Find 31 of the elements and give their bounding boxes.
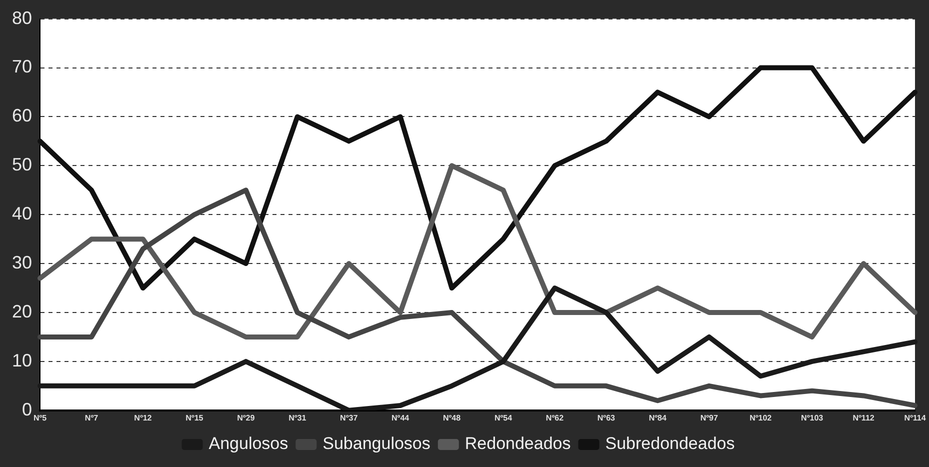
x-tick-label: Nº114 — [904, 413, 926, 422]
x-tick-label: Nº54 — [494, 413, 513, 422]
x-tick-label: Nº112 — [852, 413, 875, 422]
x-tick-label: Nº7 — [84, 413, 99, 422]
y-tick-label: 20 — [12, 301, 32, 322]
x-tick-label: Nº29 — [237, 413, 256, 422]
x-tick-label: Nº63 — [597, 413, 616, 422]
x-tick-label: Nº102 — [750, 413, 772, 422]
y-tick-label: 70 — [12, 56, 32, 77]
x-tick-label: Nº62 — [546, 413, 564, 422]
y-tick-label: 40 — [12, 204, 32, 224]
x-tick-label: Nº31 — [288, 413, 307, 422]
x-tick-label: Nº97 — [700, 413, 718, 422]
y-tick-label: 60 — [12, 106, 32, 126]
x-tick-label: Nº103 — [801, 413, 824, 422]
x-tick-label: Nº44 — [392, 413, 410, 422]
y-tick-label: 0 — [22, 399, 32, 420]
legend-label: Subredondeados — [605, 434, 735, 454]
x-tick-label: Nº5 — [33, 413, 48, 422]
y-tick-label: 80 — [12, 8, 32, 28]
y-tick-label: 50 — [12, 154, 32, 175]
y-tick-label: 30 — [12, 252, 32, 273]
y-tick-label: 10 — [12, 350, 32, 370]
legend-label: Subangulosos — [322, 434, 430, 454]
x-tick-label: Nº15 — [186, 413, 204, 422]
x-tick-label: Nº37 — [340, 413, 358, 422]
legend-label: Angulosos — [208, 434, 288, 454]
legend-label: Redondeados — [464, 434, 571, 454]
x-tick-label: Nº48 — [442, 413, 462, 422]
x-tick-label: Nº84 — [648, 413, 667, 422]
x-tick-label: Nº12 — [134, 413, 152, 422]
